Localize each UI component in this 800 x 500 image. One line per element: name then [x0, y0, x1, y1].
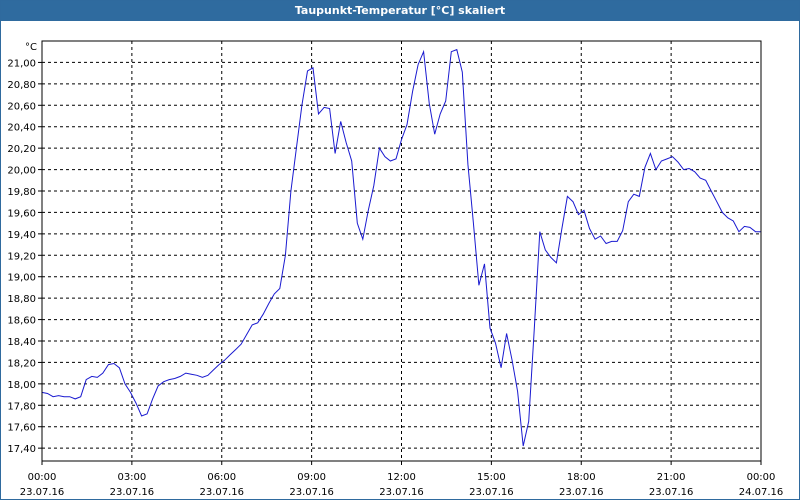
grid-lines [42, 41, 761, 461]
x-tick-date-label: 23.07.16 [469, 487, 514, 498]
x-tick-time-label: 12:00 [387, 472, 416, 483]
x-tick-date-label: 23.07.16 [20, 487, 65, 498]
dewpoint-series-line [41, 48, 761, 447]
x-tick-time-label: 00:00 [28, 472, 57, 483]
y-tick-label: 18,80 [7, 294, 36, 305]
y-tick-label: 20,80 [7, 80, 36, 91]
y-tick-label: 18,20 [7, 358, 36, 369]
x-tick-date-label: 23.07.16 [649, 487, 694, 498]
y-axis-unit-label: °C [25, 42, 37, 53]
x-tick-time-label: 00:00 [747, 472, 776, 483]
y-tick-label: 20,60 [7, 101, 36, 112]
x-tick-date-label: 23.07.16 [199, 487, 244, 498]
y-tick-label: 17,60 [7, 423, 36, 434]
y-tick-label: 18,60 [7, 316, 36, 327]
x-tick-time-label: 15:00 [477, 472, 506, 483]
x-tick-date-label: 24.07.16 [739, 487, 784, 498]
y-tick-label: 19,60 [7, 208, 36, 219]
x-axis-ticks: 00:00 23.07.16 03:00 23.07.16 06:00 23.07.16 0… [20, 461, 784, 498]
y-tick-label: 21,00 [7, 58, 36, 69]
x-tick-date-label: 23.07.16 [379, 487, 424, 498]
plot-frame [41, 40, 762, 462]
x-tick-time-label: 21:00 [657, 472, 686, 483]
y-axis-ticks: 17,40 17,60 17,80 18,00 18,20 18,40 18,60 18,80… [7, 58, 42, 455]
x-tick-date-label: 23.07.16 [559, 487, 604, 498]
x-tick-date-label: 23.07.16 [289, 487, 334, 498]
x-tick-date-label: 23.07.16 [110, 487, 155, 498]
x-tick-time-label: 06:00 [207, 472, 236, 483]
y-tick-label: 19,00 [7, 273, 36, 284]
y-tick-label: 20,40 [7, 123, 36, 134]
x-tick-time-label: 09:00 [297, 472, 326, 483]
y-tick-label: 18,00 [7, 380, 36, 391]
window-title: Taupunkt-Temperatur [°C] skaliert [1, 1, 799, 21]
y-tick-label: 19,80 [7, 187, 36, 198]
y-tick-label: 17,80 [7, 401, 36, 412]
y-tick-label: 19,40 [7, 230, 36, 241]
y-tick-label: 20,20 [7, 144, 36, 155]
x-tick-time-label: 03:00 [117, 472, 146, 483]
y-tick-label: 19,20 [7, 251, 36, 262]
y-tick-label: 17,40 [7, 444, 36, 455]
y-tick-label: 18,40 [7, 337, 36, 348]
y-tick-label: 20,00 [7, 166, 36, 177]
x-tick-time-label: 18:00 [567, 472, 596, 483]
